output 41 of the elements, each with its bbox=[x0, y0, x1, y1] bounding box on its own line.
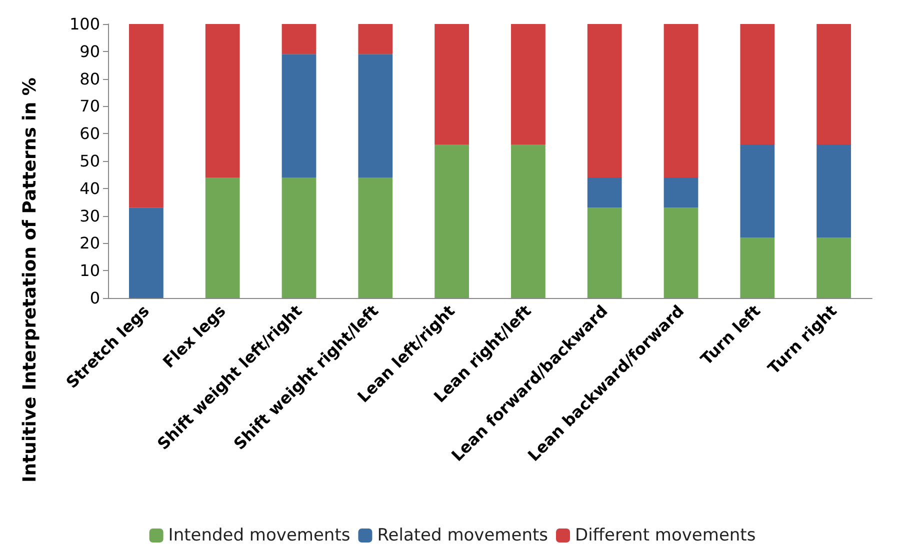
bar bbox=[282, 54, 316, 178]
y-tick-label: 90 bbox=[80, 42, 100, 61]
bar bbox=[129, 24, 164, 208]
y-tick-label: 70 bbox=[80, 96, 100, 116]
legend-label: Different movements bbox=[574, 526, 756, 546]
y-tick-label: 100 bbox=[69, 14, 100, 34]
bar bbox=[205, 24, 240, 178]
bar bbox=[282, 24, 316, 54]
bar bbox=[740, 238, 775, 298]
bar bbox=[358, 24, 393, 54]
y-tick-label: 10 bbox=[80, 261, 100, 280]
bar bbox=[358, 54, 393, 178]
bar bbox=[587, 177, 622, 208]
bar bbox=[664, 208, 698, 298]
y-tick-label: 0 bbox=[90, 288, 100, 308]
bar bbox=[587, 24, 622, 178]
y-tick-label: 60 bbox=[80, 124, 100, 144]
legend-label: Intended movements bbox=[168, 526, 350, 546]
bar bbox=[129, 208, 164, 298]
bar bbox=[358, 177, 393, 298]
y-axis-title: Intuitive Interpretation of Patterns in % bbox=[20, 78, 40, 482]
bar bbox=[816, 238, 851, 298]
bar bbox=[587, 208, 622, 298]
y-tick-label: 50 bbox=[80, 152, 100, 170]
bar bbox=[664, 24, 698, 178]
y-tick-label: 40 bbox=[80, 178, 100, 198]
bar bbox=[816, 24, 851, 145]
bar bbox=[664, 177, 698, 208]
bar bbox=[740, 144, 775, 238]
bar bbox=[205, 177, 240, 298]
bar bbox=[740, 24, 775, 145]
bar bbox=[511, 144, 546, 298]
bar bbox=[282, 177, 316, 298]
bar bbox=[434, 144, 469, 298]
y-tick-label: 20 bbox=[80, 234, 100, 253]
bar bbox=[434, 24, 469, 145]
legend-label: Related movements bbox=[377, 526, 548, 546]
bar bbox=[816, 144, 851, 238]
y-tick-label: 80 bbox=[80, 69, 100, 88]
y-tick-label: 30 bbox=[80, 206, 100, 226]
bar bbox=[511, 24, 546, 145]
